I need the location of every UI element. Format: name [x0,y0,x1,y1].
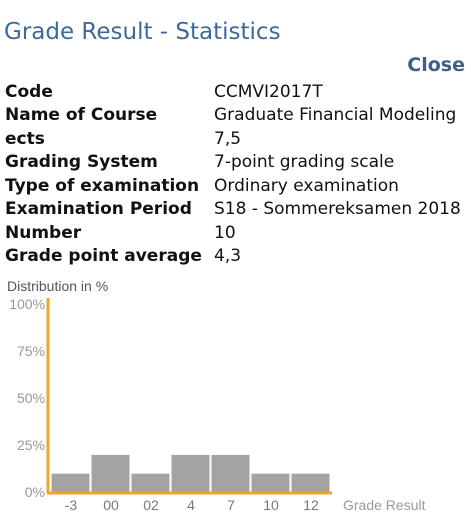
info-label: Examination Period [5,199,192,220]
chart-bar [50,472,91,493]
info-value: S18 - Sommereksamen 2018 [214,199,461,220]
y-tick-label: 100% [9,296,45,312]
course-info-table: Code CCMVI2017T Name of Course Graduate Fin… [5,80,461,268]
chart-x-axis-label: Grade Result [343,497,426,512]
info-row: Name of Course Graduate Financial Modelin… [5,104,461,128]
info-label: Grading System [5,152,158,173]
info-row: Number 10 [5,221,461,245]
info-value: CCMVI2017T [214,81,323,102]
chart-bar [90,453,131,493]
info-value: 7,5 [214,128,242,149]
page-title: Grade Result - Statistics [4,19,281,45]
info-row: Examination Period S18 - Sommereksamen 20… [5,198,461,222]
x-tick-label: 4 [187,497,195,512]
chart-bar [250,472,291,493]
x-tick-label: 12 [303,497,319,512]
info-value: Ordinary examination [214,175,399,196]
chart-bar [170,453,211,493]
y-tick-label: 0% [25,484,45,500]
info-row: Type of examination Ordinary examination [5,174,461,198]
info-row: ects 7,5 [5,127,461,151]
info-value: 4,3 [214,246,242,267]
close-link[interactable]: Close [407,54,465,76]
info-row: Grade point average 4,3 [5,245,461,269]
info-value: 7-point grading scale [214,152,395,173]
chart-bar [210,453,251,493]
y-tick-label: 25% [17,437,45,453]
info-label: Grade point average [5,246,202,267]
info-label: Code [5,81,53,102]
info-value: 10 [214,222,236,243]
info-label: Name of Course [5,105,158,126]
info-value: Graduate Financial Modeling [214,105,457,126]
chart-bar [130,472,171,493]
y-tick-label: 50% [17,390,45,406]
y-tick-label: 75% [17,343,45,359]
x-tick-label: 00 [103,497,119,512]
x-tick-label: -3 [65,497,78,512]
info-label: Number [5,222,82,243]
chart-y-axis-label: Distribution in % [7,278,109,294]
info-row: Code CCMVI2017T [5,80,461,104]
info-row: Grading System 7-point grading scale [5,151,461,175]
x-tick-label: 10 [263,497,279,512]
x-tick-label: 7 [227,497,235,512]
info-label: Type of examination [5,175,200,196]
chart-bar [290,472,331,493]
info-label: ects [5,128,45,149]
grade-distribution-chart: -3 00 02 4 7 10 12 0% 25% 50% 75% 100% Grade Result [9,296,426,512]
x-tick-label: 02 [143,497,159,512]
